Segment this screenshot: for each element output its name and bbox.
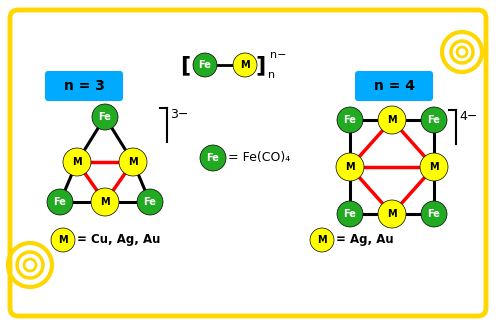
Circle shape — [421, 107, 447, 133]
Text: ]: ] — [256, 55, 266, 75]
Text: n = 3: n = 3 — [64, 79, 104, 93]
Circle shape — [137, 189, 163, 215]
Text: [: [ — [180, 55, 190, 75]
Text: Fe: Fe — [54, 197, 66, 207]
Text: M: M — [387, 115, 397, 125]
Text: n: n — [268, 70, 275, 80]
Text: M: M — [429, 162, 439, 172]
Circle shape — [421, 201, 447, 227]
Circle shape — [63, 148, 91, 176]
Circle shape — [337, 107, 363, 133]
Circle shape — [193, 53, 217, 77]
Text: Fe: Fe — [344, 209, 356, 219]
Text: 3−: 3− — [170, 108, 188, 121]
Text: n = 4: n = 4 — [374, 79, 414, 93]
Text: M: M — [240, 60, 250, 70]
Circle shape — [91, 188, 119, 216]
Text: Fe: Fe — [428, 209, 440, 219]
FancyBboxPatch shape — [45, 71, 123, 101]
Circle shape — [420, 153, 448, 181]
Text: n−: n− — [270, 50, 286, 60]
Text: M: M — [387, 209, 397, 219]
Text: M: M — [317, 235, 327, 245]
FancyBboxPatch shape — [10, 10, 486, 316]
Circle shape — [378, 200, 406, 228]
Text: Fe: Fe — [428, 115, 440, 125]
Circle shape — [200, 145, 226, 171]
Text: M: M — [128, 157, 138, 167]
Text: 4−: 4− — [459, 110, 477, 123]
Text: = Ag, Au: = Ag, Au — [336, 234, 394, 246]
Text: M: M — [100, 197, 110, 207]
Circle shape — [92, 104, 118, 130]
Circle shape — [51, 228, 75, 252]
Circle shape — [336, 153, 364, 181]
Text: Fe: Fe — [206, 153, 220, 163]
Circle shape — [47, 189, 73, 215]
Circle shape — [119, 148, 147, 176]
Text: Fe: Fe — [144, 197, 156, 207]
Text: Fe: Fe — [198, 60, 211, 70]
Circle shape — [310, 228, 334, 252]
Text: Fe: Fe — [98, 112, 112, 122]
Text: = Cu, Ag, Au: = Cu, Ag, Au — [77, 234, 160, 246]
Text: M: M — [72, 157, 82, 167]
Circle shape — [233, 53, 257, 77]
Text: M: M — [58, 235, 68, 245]
Text: = Fe(CO)₄: = Fe(CO)₄ — [228, 151, 290, 164]
Text: Fe: Fe — [344, 115, 356, 125]
FancyBboxPatch shape — [355, 71, 433, 101]
Circle shape — [337, 201, 363, 227]
Text: M: M — [345, 162, 355, 172]
Circle shape — [378, 106, 406, 134]
